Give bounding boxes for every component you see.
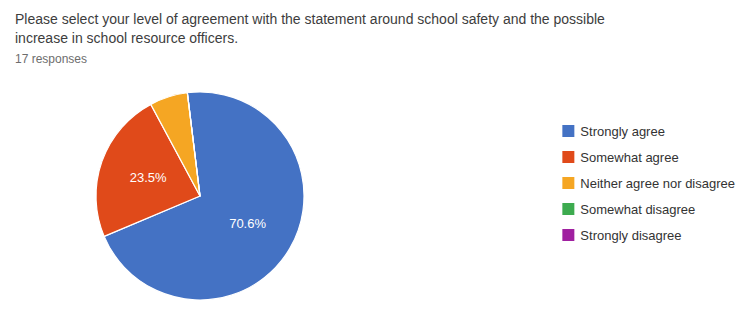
svg-text:23.5%: 23.5% [130, 170, 167, 185]
svg-text:17 responses: 17 responses [15, 52, 87, 66]
svg-text:Somewhat agree: Somewhat agree [580, 150, 678, 165]
svg-text:Somewhat disagree: Somewhat disagree [580, 202, 695, 217]
svg-text:Please select your level of ag: Please select your level of agreement wi… [15, 11, 605, 27]
svg-text:Strongly agree: Strongly agree [580, 124, 665, 139]
svg-text:70.6%: 70.6% [229, 216, 266, 231]
svg-text:Neither agree nor disagree: Neither agree nor disagree [580, 176, 735, 191]
svg-text:Strongly disagree: Strongly disagree [580, 228, 681, 243]
svg-text:increase in school resource of: increase in school resource officers. [15, 30, 238, 46]
